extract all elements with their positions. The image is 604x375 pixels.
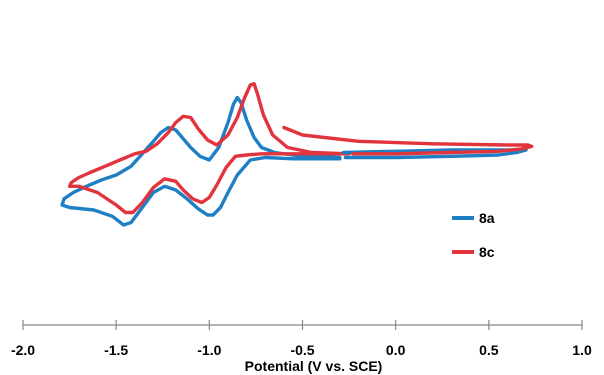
series-line-0	[60, 95, 342, 227]
plot-lines	[60, 82, 534, 227]
series-line-2	[341, 147, 528, 160]
legend-label: 8a	[479, 210, 495, 226]
x-tick-label: -1.5	[104, 342, 128, 358]
x-tick-label: 0.5	[479, 342, 499, 358]
x-axis-title: Potential (V vs. SCE)	[245, 358, 383, 374]
x-tick-label: 0.0	[386, 342, 406, 358]
x-tick-label: 1.0	[572, 342, 592, 358]
series-line-1	[67, 82, 351, 215]
x-ticks: -2.0 -1.5 -1.0 -0.5 0.0 0.5 1.0	[11, 320, 592, 358]
series-line-3	[282, 125, 534, 156]
x-axis: -2.0 -1.5 -1.0 -0.5 0.0 0.5 1.0	[11, 320, 592, 358]
legend-label: 8c	[479, 244, 495, 260]
x-tick-label: -1.0	[197, 342, 221, 358]
x-tick-label: -0.5	[290, 342, 314, 358]
x-tick-label: -2.0	[11, 342, 35, 358]
legend: 8a 8c	[452, 210, 495, 260]
